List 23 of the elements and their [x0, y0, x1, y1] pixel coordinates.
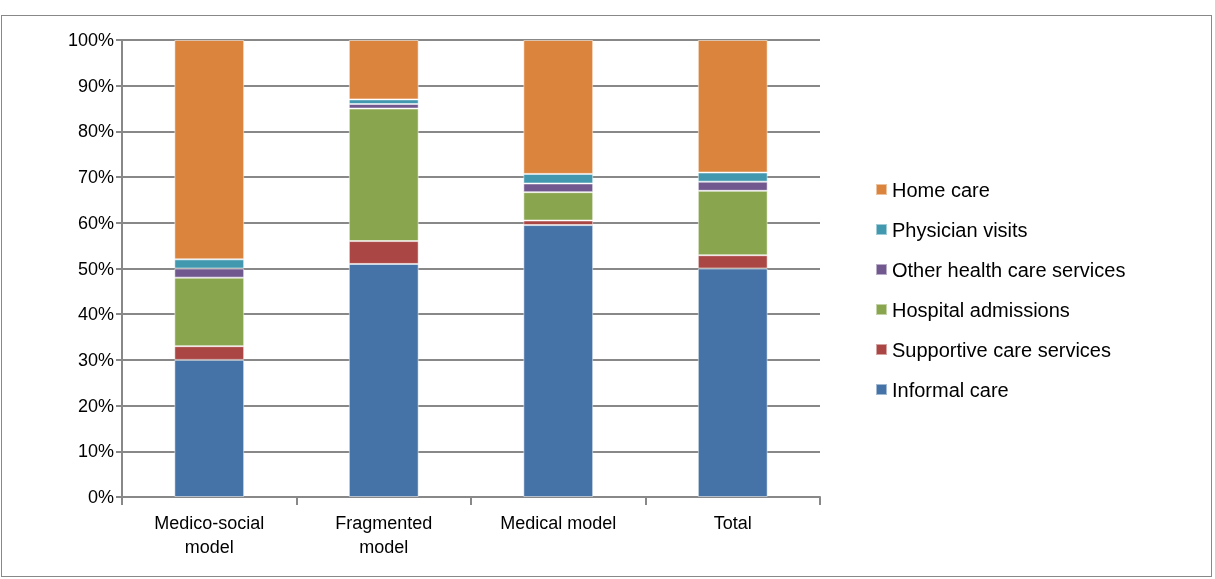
x-tick-label: Fragmented model [335, 513, 433, 557]
y-tick-label: 40% [77, 304, 114, 325]
legend-label: Supportive care services [892, 338, 1111, 361]
y-tick-label: 80% [77, 121, 114, 142]
y-tick-label: 70% [77, 167, 114, 188]
x-tick-label: Medical model [500, 513, 617, 533]
legend-label: Informal care [892, 378, 1009, 401]
y-tick-label: 60% [77, 212, 114, 233]
y-tick-label: 0% [87, 487, 114, 507]
legend-label: Hospital admissions [892, 298, 1070, 321]
y-tick-label: 50% [77, 258, 114, 279]
y-tick-label: 100% [67, 30, 114, 50]
y-tick-label: 20% [77, 395, 114, 416]
legend-label: Physician visits [892, 218, 1028, 241]
x-tick-label: Medico-social model [154, 513, 265, 557]
bar [523, 225, 594, 497]
y-tick-label: 90% [77, 75, 114, 96]
bar [348, 40, 419, 100]
y-tick-label: 30% [77, 349, 114, 370]
y-tick-label: 10% [77, 441, 114, 462]
x-tick-label: Total [713, 513, 752, 533]
legend-label: Other health care services [892, 258, 1126, 281]
legend-label: Home care [892, 178, 990, 201]
